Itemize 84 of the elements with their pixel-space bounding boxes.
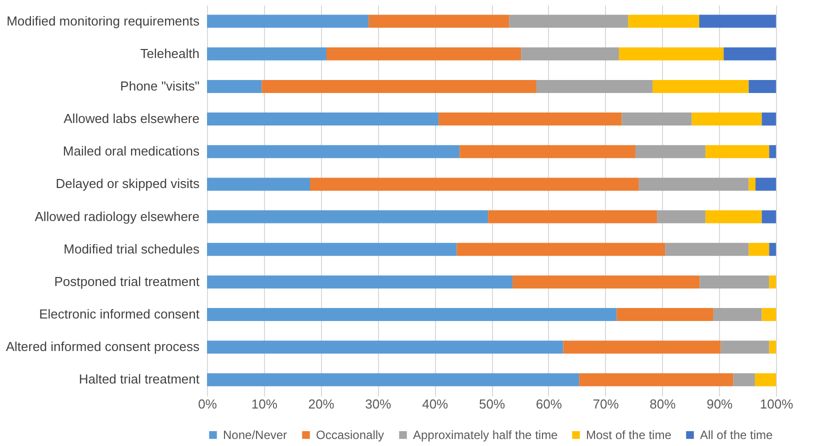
bar: [207, 145, 460, 158]
bar: [456, 242, 666, 256]
bar: [207, 47, 326, 60]
x-tick-label: 50%: [478, 396, 506, 412]
x-tick-label: 30%: [365, 396, 392, 412]
bar: [748, 178, 756, 191]
bar: [207, 340, 564, 354]
bar: [700, 275, 770, 288]
bar: [460, 145, 636, 158]
x-tick-label: 0%: [198, 396, 218, 412]
bar: [622, 112, 692, 126]
bar: [207, 275, 513, 288]
bar: [618, 47, 724, 60]
bar: [705, 145, 770, 158]
bar: [756, 178, 776, 191]
y-tick-label: Altered informed consent process: [6, 339, 200, 354]
x-tick-label: 60%: [536, 396, 562, 412]
legend-label: All of the time: [700, 428, 774, 442]
y-tick-label: Delayed or skipped visits: [56, 176, 200, 192]
bar: [665, 242, 749, 256]
bar: [563, 340, 721, 354]
bar: [262, 80, 536, 93]
x-tick-label: 100%: [760, 396, 794, 412]
bar: [521, 47, 619, 60]
bar: [692, 112, 762, 126]
bar: [628, 14, 700, 28]
bar: [488, 210, 658, 224]
bar: [616, 308, 714, 322]
bar: [748, 80, 776, 93]
bar: [310, 178, 639, 191]
bar: [207, 308, 617, 322]
bar: [368, 14, 510, 28]
y-tick-label: Halted trial treatment: [78, 372, 200, 387]
y-tick-label: Electronic informed consent: [39, 306, 200, 322]
legend-label: Approximately half the time: [413, 428, 558, 442]
bar: [762, 308, 776, 322]
y-tick-label: Telehealth: [140, 46, 200, 61]
bar: [536, 80, 653, 93]
y-tick-label: Modified monitoring requirements: [6, 13, 200, 28]
bar: [724, 47, 776, 60]
y-tick-label: Allowed labs elsewhere: [64, 111, 200, 126]
bar: [207, 210, 488, 224]
legend-label: None/Never: [223, 428, 288, 442]
bar: [438, 112, 622, 126]
bar: [635, 145, 706, 158]
bar: [769, 275, 776, 288]
bar: [769, 242, 776, 256]
legend-label: Most of the time: [586, 428, 672, 442]
bar: [509, 14, 628, 28]
bar: [638, 178, 749, 191]
bar: [748, 242, 770, 256]
bar: [207, 178, 310, 191]
bar: [762, 210, 776, 224]
y-tick-label: Mailed oral medications: [62, 144, 200, 159]
bar: [713, 308, 762, 322]
x-tick-label: 40%: [422, 396, 449, 412]
bar: [733, 373, 755, 386]
y-tick-label: Allowed radiology elsewhere: [34, 208, 200, 224]
bar: [769, 145, 776, 158]
bar: [720, 340, 770, 354]
bar: [579, 373, 734, 386]
bar: [769, 340, 776, 354]
bar: [699, 14, 776, 28]
bar: [207, 242, 457, 256]
y-tick-label: Modified trial schedules: [64, 241, 200, 256]
x-tick-label: 90%: [706, 396, 734, 412]
bar: [207, 80, 262, 93]
bar: [207, 373, 580, 386]
bar: [754, 373, 776, 386]
x-tick-label: 10%: [251, 396, 278, 412]
bar: [326, 47, 522, 60]
y-tick-label: Postponed trial treatment: [54, 274, 200, 289]
x-tick-label: 20%: [308, 396, 335, 412]
y-tick-label: Phone "visits": [120, 78, 200, 94]
bar: [207, 112, 439, 126]
bar: [512, 275, 700, 288]
bar: [762, 112, 776, 126]
bar: [657, 210, 706, 224]
x-tick-label: 80%: [650, 396, 676, 412]
legend-label: Occasionally: [316, 428, 384, 442]
x-tick-label: 70%: [592, 396, 620, 412]
bar: [652, 80, 749, 93]
bar: [207, 14, 369, 28]
bar: [705, 210, 762, 224]
